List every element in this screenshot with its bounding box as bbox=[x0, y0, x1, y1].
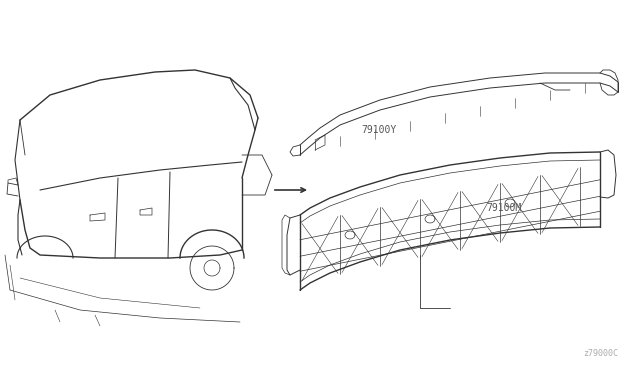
Text: 79100M: 79100M bbox=[486, 203, 522, 213]
Text: z79000C: z79000C bbox=[583, 349, 618, 358]
Text: 79100Y: 79100Y bbox=[362, 125, 397, 135]
